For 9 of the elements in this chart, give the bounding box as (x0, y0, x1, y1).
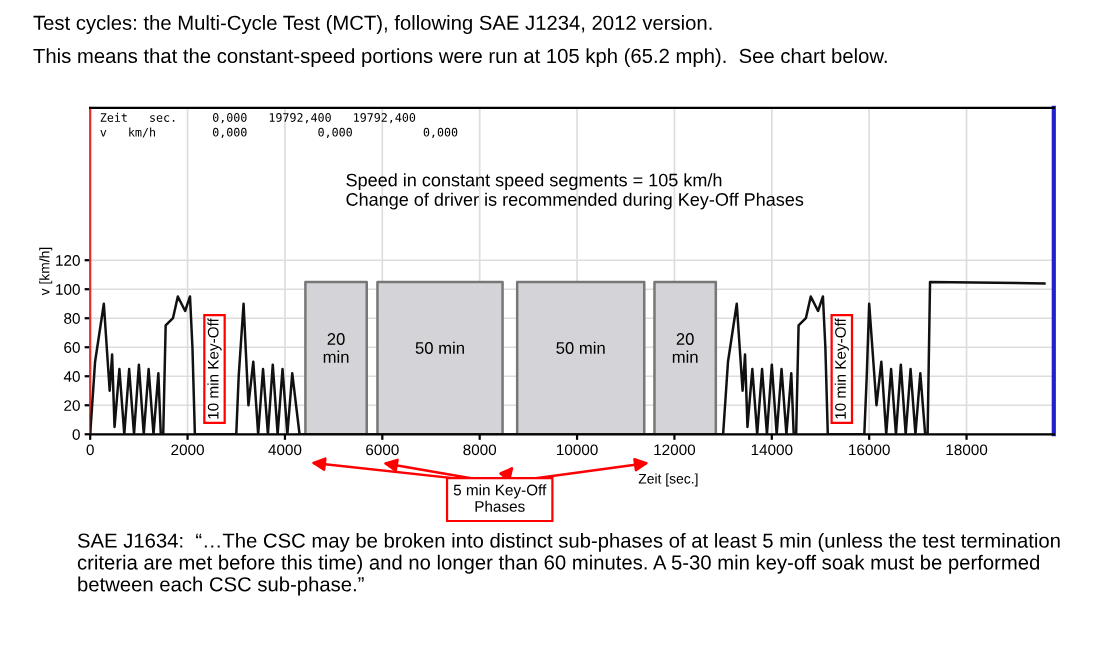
annotation: Speed in constant speed segments = 105 km/h Change of driver is recommended during Key-Off Phases (346, 173, 804, 210)
annotation: 20 min (323, 333, 349, 363)
annotation: 20 min (672, 333, 698, 363)
annotation: 50 min (415, 341, 464, 354)
annotation: 50 min (556, 341, 605, 354)
chart-title: Test cycles: the Multi-Cycle Test (MCT), following SAE J1234, 2012 version. (33, 15, 712, 34)
chart-subtitle: This means that the constant-speed portions were run at 105 kph (65.2 mph). See chart below. (33, 48, 887, 68)
text: SAE J1634: “…The CSC may be broken into distinct sub-phases of at least 5 min (unless the test termination criteria are met before this time) and no longer than 60 minutes. A 5-30 min key-off soak must be performed between each CSC sub-phase.” (77, 532, 1060, 596)
line-series (90, 280, 1046, 435)
